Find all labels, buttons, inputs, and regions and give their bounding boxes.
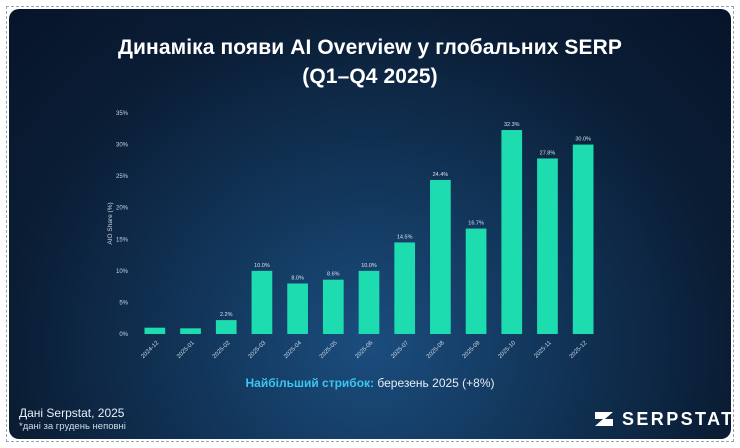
bar-value-label: 8.6% [327,272,340,278]
x-tick-label: 2025-05 [319,340,339,360]
x-tick-label: 2025-03 [248,340,268,360]
y-tick-label: 20% [116,206,129,212]
x-tick-label: 2025-12 [569,340,589,360]
y-tick-label: 0% [119,332,128,338]
bar [358,270,380,334]
x-tick-label: 2025-04 [283,340,303,360]
bar-value-label: 2.2% [220,312,233,318]
bar [501,130,523,334]
footnote-text: *дані за грудень неповні [19,421,126,432]
bar-value-label: 27.8% [540,150,556,156]
bar-value-label: 10.0% [361,263,377,269]
bar [215,320,237,334]
bar-value-label: 16.7% [468,221,484,227]
x-tick-label: 2025-06 [355,340,375,360]
highlight-note: Найбільший стрибок: березень 2025 (+8%) [9,376,731,390]
y-axis-label: AIO Share (%) [107,202,114,244]
bar [287,283,308,334]
chart-title: Динаміка появи AI Overview у глобальних … [117,36,623,59]
bar [465,228,487,334]
chart-subtitle: (Q1–Q4 2025) [302,65,438,88]
y-tick-label: 15% [116,237,129,243]
highlight-text: березень 2025 (+8%) [377,376,495,390]
x-tick-label: 2025-02 [212,340,232,360]
highlight-label: Найбільший стрибок: [245,376,375,390]
bar [322,279,344,334]
y-tick-label: 30% [116,143,129,149]
bar-value-label: 14.5% [397,234,413,240]
y-tick-label: 10% [116,269,129,275]
source-text: Дані Serpstat, 2025 [19,406,125,420]
bar [572,144,594,334]
x-tick-label: 2025-10 [497,340,517,360]
bar [180,328,201,334]
logo-text: SERPSTAT [622,408,731,429]
bar [430,179,451,334]
bar-chart: 0% 5% 10% 15% 20% 25% 30% 35% AIO Share (%) 2024-… [107,111,594,360]
x-tick-label: 2025-07 [390,340,410,360]
bar-value-label: 24.4% [433,172,449,178]
x-tick-label: 2025-09 [462,340,482,360]
x-tick-label: 2025-11 [533,340,553,360]
x-tick-label: 2025-01 [176,340,196,360]
serpstat-logo: SERPSTAT [592,407,731,431]
bar [251,270,273,334]
bar [144,327,166,334]
serpstat-logo-icon [595,412,613,426]
bar [394,242,416,334]
bar-value-label: 10.0% [254,263,270,269]
y-tick-label: 5% [119,300,128,306]
bar-value-label: 32.3% [504,122,520,128]
x-tick-label: 2025-08 [426,340,446,360]
chart-card: Динаміка появи AI Overview у глобальних … [9,9,731,439]
bar-value-label: 8.0% [291,275,304,281]
y-tick-label: 35% [116,111,129,117]
bar-value-label: 30.0% [575,137,591,143]
x-tick-label: 2024-12 [140,340,160,360]
bar [537,158,558,334]
y-tick-label: 25% [116,174,129,180]
